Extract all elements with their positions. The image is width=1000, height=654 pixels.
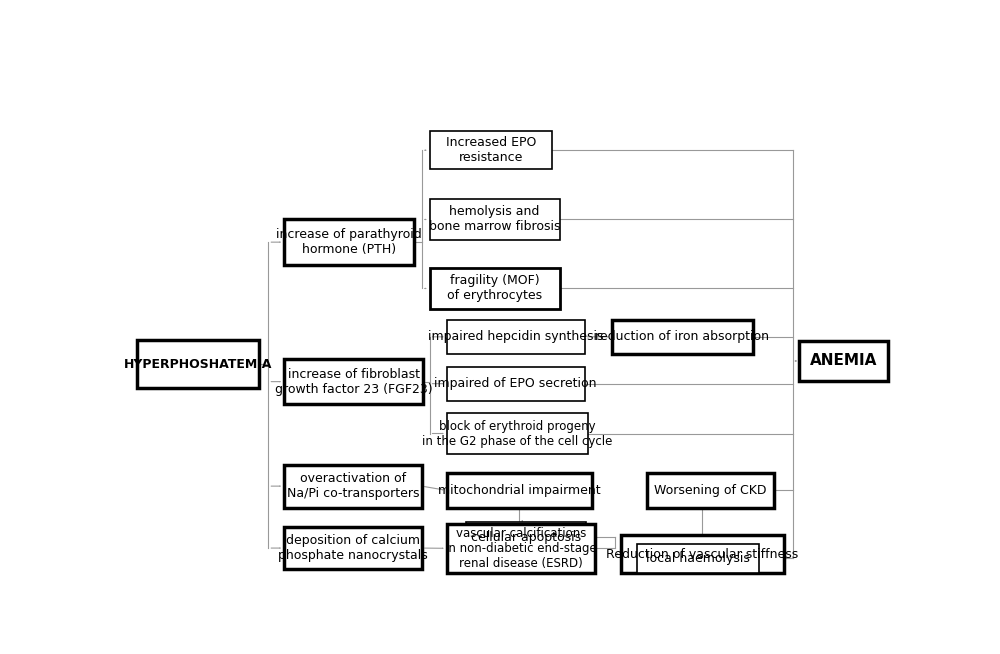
Text: fragility (MOF)
of erythrocytes: fragility (MOF) of erythrocytes	[447, 275, 542, 302]
FancyBboxPatch shape	[637, 543, 759, 573]
Text: overactivation of
Na/Pi co-transporters: overactivation of Na/Pi co-transporters	[287, 472, 419, 500]
Text: increase of parathyroid
hormone (PTH): increase of parathyroid hormone (PTH)	[276, 228, 422, 256]
FancyBboxPatch shape	[447, 524, 595, 573]
FancyBboxPatch shape	[466, 522, 586, 553]
FancyBboxPatch shape	[447, 320, 585, 354]
Text: increase of fibroblast
growth factor 23 (FGF23): increase of fibroblast growth factor 23 …	[275, 368, 432, 396]
FancyBboxPatch shape	[447, 413, 588, 454]
FancyBboxPatch shape	[447, 366, 585, 401]
FancyBboxPatch shape	[284, 220, 414, 265]
FancyBboxPatch shape	[137, 340, 259, 388]
Text: ANEMIA: ANEMIA	[810, 354, 878, 368]
FancyBboxPatch shape	[799, 341, 888, 381]
Text: hemolysis and
bone marrow fibrosis: hemolysis and bone marrow fibrosis	[429, 205, 560, 233]
FancyBboxPatch shape	[647, 473, 774, 508]
Text: impaired of EPO secretion: impaired of EPO secretion	[434, 377, 597, 390]
Text: impaired hepcidin synthesis: impaired hepcidin synthesis	[428, 330, 603, 343]
FancyBboxPatch shape	[621, 535, 784, 573]
Text: deposition of calcium
phosphate nanocrystals: deposition of calcium phosphate nanocrys…	[278, 534, 428, 562]
Text: vascular calcifications
in non-diabetic end-stage
renal disease (ESRD): vascular calcifications in non-diabetic …	[445, 527, 597, 570]
Text: HYPERPHOSHATEMIA: HYPERPHOSHATEMIA	[124, 358, 272, 371]
Text: mitochondrial impairment: mitochondrial impairment	[438, 484, 601, 497]
FancyBboxPatch shape	[612, 320, 753, 354]
FancyBboxPatch shape	[430, 268, 560, 309]
Text: Increased EPO
resistance: Increased EPO resistance	[446, 136, 536, 164]
Text: block of erythroid progeny
in the G2 phase of the cell cycle: block of erythroid progeny in the G2 pha…	[422, 419, 613, 447]
FancyBboxPatch shape	[284, 465, 422, 508]
Text: cellular apoptosis: cellular apoptosis	[471, 531, 581, 543]
Text: Worsening of CKD: Worsening of CKD	[654, 484, 767, 497]
FancyBboxPatch shape	[284, 526, 422, 570]
FancyBboxPatch shape	[430, 199, 560, 239]
Text: reduction of iron absorption: reduction of iron absorption	[595, 330, 769, 343]
Text: local haemolysis: local haemolysis	[646, 552, 750, 565]
FancyBboxPatch shape	[284, 359, 423, 404]
Text: Reduction of vascular stiffness: Reduction of vascular stiffness	[606, 547, 798, 560]
FancyBboxPatch shape	[447, 473, 592, 508]
FancyBboxPatch shape	[430, 131, 552, 169]
